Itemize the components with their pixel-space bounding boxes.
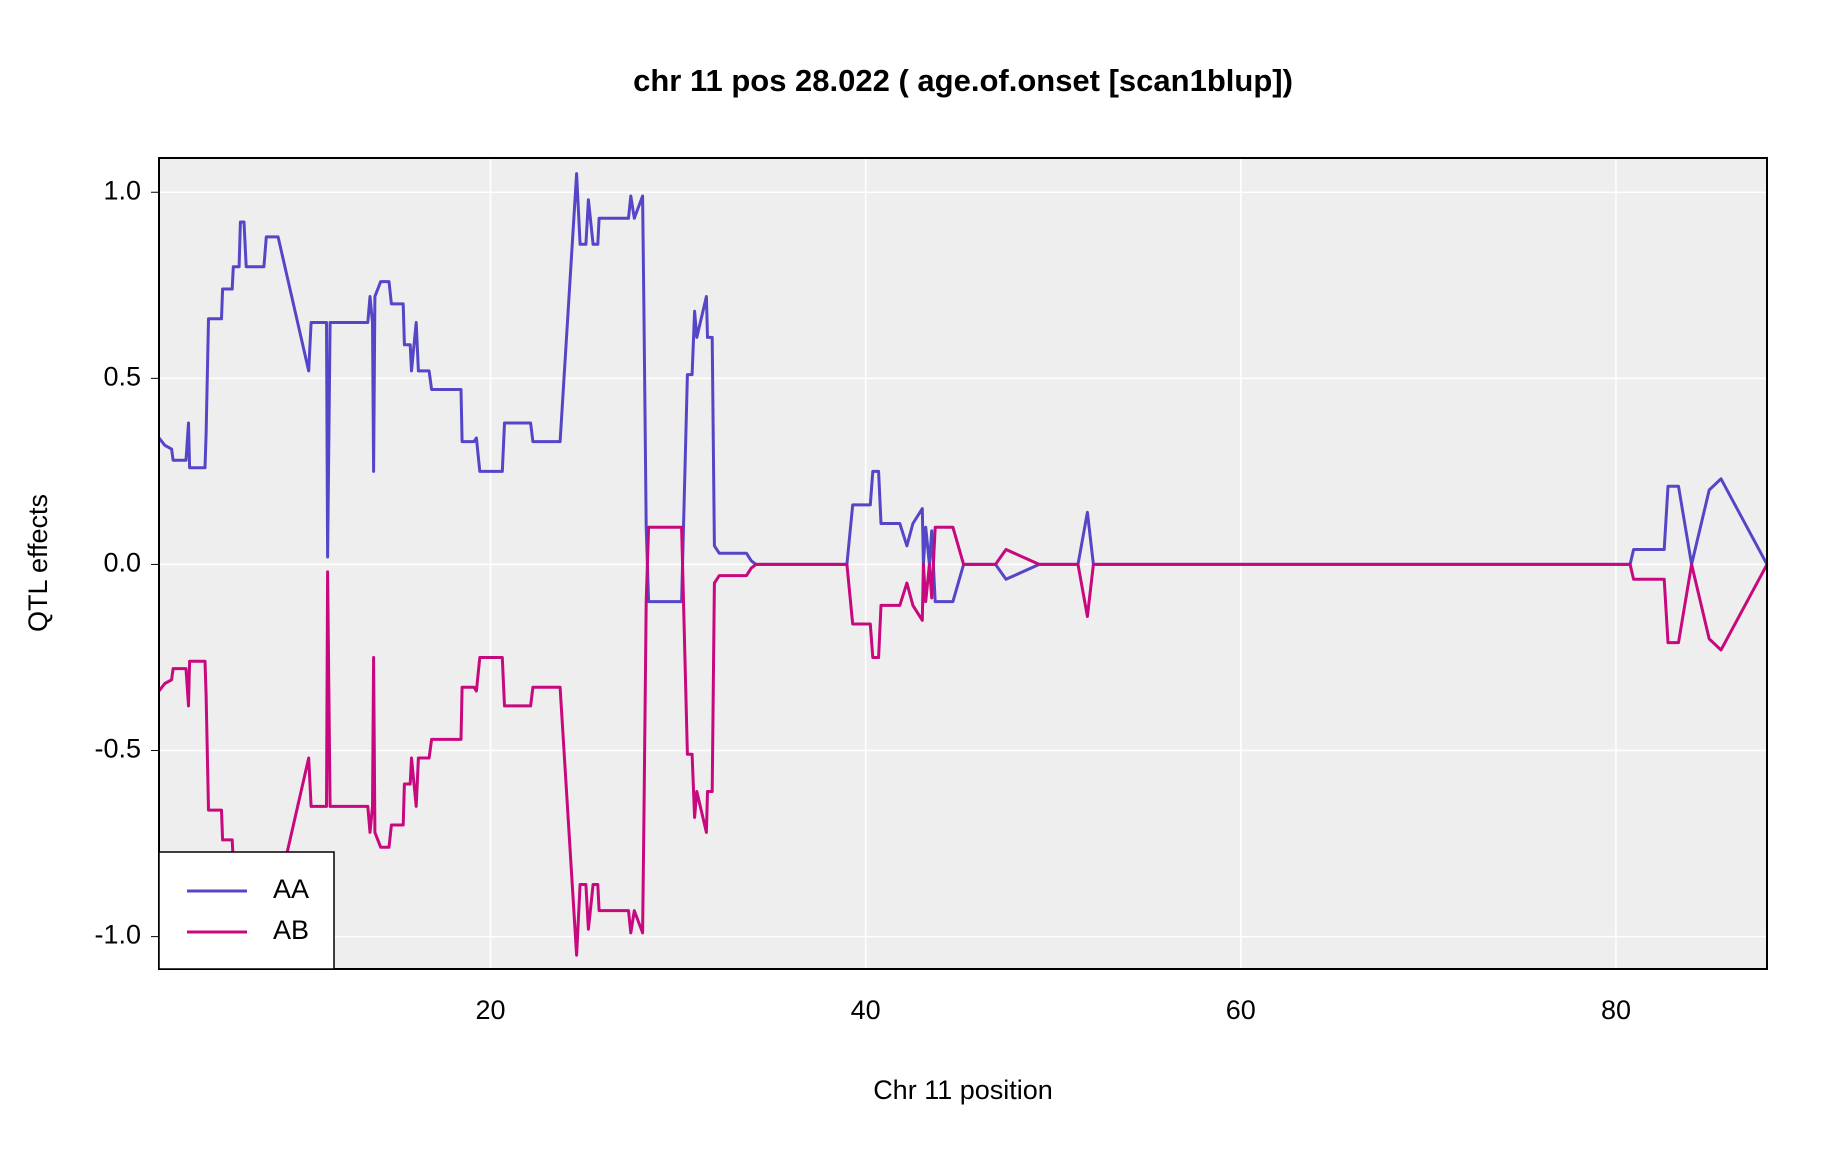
- legend-label: AA: [273, 874, 309, 904]
- x-tick-label: 60: [1226, 995, 1256, 1025]
- y-tick-label: -1.0: [94, 920, 141, 950]
- y-tick-label: 0.0: [103, 548, 141, 578]
- x-tick-label: 80: [1601, 995, 1631, 1025]
- legend-label: AB: [273, 915, 309, 945]
- x-tick-label: 20: [475, 995, 505, 1025]
- plot-frame: [158, 157, 1768, 970]
- x-axis-label: Chr 11 position: [873, 1075, 1053, 1105]
- y-axis-label: QTL effects: [23, 494, 53, 632]
- legend-box: [158, 851, 335, 970]
- x-tick-label: 40: [851, 995, 881, 1025]
- y-tick-label: 0.5: [103, 361, 141, 391]
- y-tick-label: 1.0: [103, 175, 141, 205]
- chart-title: chr 11 pos 28.022 ( age.of.onset [scan1b…: [633, 63, 1293, 98]
- y-tick-label: -0.5: [94, 734, 141, 764]
